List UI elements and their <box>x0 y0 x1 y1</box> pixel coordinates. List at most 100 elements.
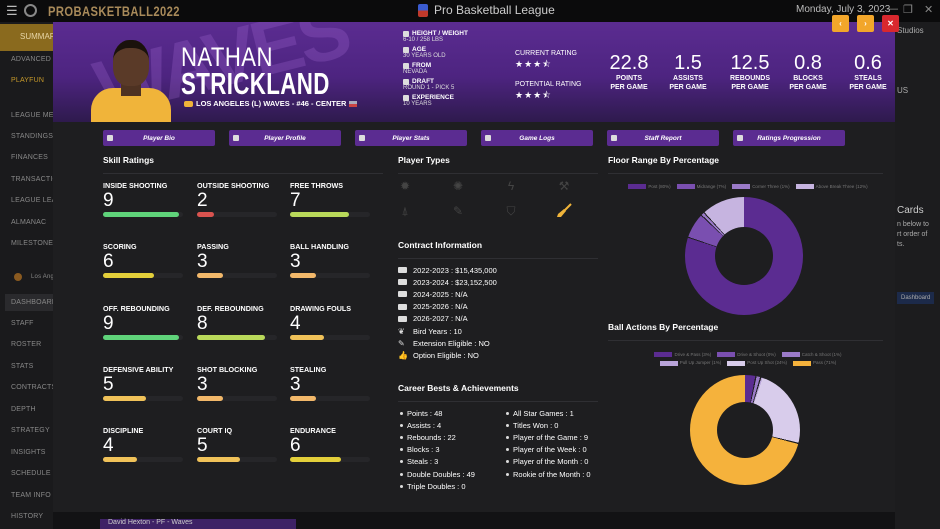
globe-icon[interactable] <box>24 4 37 17</box>
floor-range-title: Floor Range By Percentage <box>608 155 720 165</box>
sidebar-team-name[interactable]: Los Angeles <box>31 274 66 280</box>
feather-icon: ❦ <box>398 326 405 336</box>
sidebar-item-league-leaders[interactable]: LEAGUE LEADERS <box>11 197 77 204</box>
legend-item[interactable]: Above Break Three (12%) <box>795 184 868 190</box>
sidebar-item-strategy[interactable]: STRATEGY <box>11 427 50 434</box>
sidebar-item-transactions[interactable]: TRANSACTIONS <box>11 176 69 183</box>
bio-label: DRAFT <box>412 78 435 85</box>
legend-label: Drive & Shoot (0%) <box>737 352 776 357</box>
legend-label: Corner Three (1%) <box>752 184 790 189</box>
skill-ball-handling: BALL HANDLING 3 <box>290 242 370 278</box>
legend-item[interactable]: Post Up Shot (24%) <box>727 360 787 366</box>
sidebar-item-finances[interactable]: FINANCES <box>11 154 48 161</box>
player-tabs: Player Bio Player Profile Player Stats G… <box>103 130 845 146</box>
legend-item[interactable]: Pull Up Jumper (1%) <box>659 360 722 366</box>
sidebar-item-contracts[interactable]: CONTRACTS <box>11 384 57 391</box>
summary-label: SUMMARY <box>20 32 61 41</box>
sidebar-item-stats[interactable]: STATS <box>11 363 34 370</box>
bell-icon[interactable]: ⍋ <box>401 204 409 218</box>
stat-label: PER GAME <box>789 84 827 91</box>
skill-name: DEFENSIVE ABILITY <box>103 365 174 374</box>
previous-player-button[interactable]: ‹ <box>832 15 849 32</box>
bug-icon[interactable]: ✹ <box>399 179 411 193</box>
sidebar-item-playfun[interactable]: PLAYFUN <box>11 77 45 84</box>
maximize-button[interactable]: ❐ <box>903 4 913 16</box>
legend-item[interactable]: Pass (71%) <box>793 360 836 366</box>
extension-eligible: ✎ Extension Eligible : NO <box>398 337 497 349</box>
hamburger-menu-icon[interactable]: ☰ <box>6 3 18 18</box>
contract-year: 2022-2023 : $15,435,000 <box>398 264 497 276</box>
career-title: Career Bests & Achievements <box>398 383 519 393</box>
close-modal-button[interactable]: ✕ <box>882 15 899 32</box>
tab-game-logs[interactable]: Game Logs <box>481 130 593 146</box>
legend-label: Pull Up Jumper (1%) <box>679 360 722 366</box>
lightning-icon[interactable]: ϟ <box>507 179 515 193</box>
sidebar-item-almanac[interactable]: ALMANAC <box>11 219 47 226</box>
sidebar-item-staff[interactable]: STAFF <box>11 320 34 327</box>
gear-icon[interactable]: ✺ <box>452 179 464 193</box>
stat-label: STEALS <box>854 75 882 82</box>
sidebar-item-dashboard[interactable]: DASHBOARD <box>5 294 57 311</box>
skill-off-rebounding: OFF. REBOUNDING 9 <box>103 304 183 340</box>
comment-icon <box>611 135 617 141</box>
tab-staff-report[interactable]: Staff Report <box>607 130 719 146</box>
bio-value: 30 YEARS OLD <box>403 53 446 59</box>
sidebar-item-advanced[interactable]: ADVANCED <box>11 56 51 63</box>
skill-endurance: ENDURANCE 6 <box>290 426 370 462</box>
legend-item[interactable]: Drive & Pass (3%) <box>654 352 711 358</box>
bottom-player-bar[interactable]: David Hexton - PF - Waves <box>100 519 296 529</box>
tab-player-stats[interactable]: Player Stats <box>355 130 467 146</box>
tab-player-profile[interactable]: Player Profile <box>229 130 341 146</box>
contract-year: 2023-2024 : $23,152,500 <box>398 276 497 288</box>
legend-item[interactable]: Midrange (7%) <box>676 184 727 190</box>
window-close-button[interactable]: ✕ <box>924 4 934 16</box>
sidebar-item-insights[interactable]: INSIGHTS <box>11 449 46 456</box>
sidebar-item-history[interactable]: HISTORY <box>11 513 44 520</box>
shield-icon[interactable]: ⛉ <box>506 204 516 218</box>
cards-text-line: rt order of <box>897 231 928 238</box>
sidebar-item-standings[interactable]: STANDINGS <box>11 133 54 140</box>
hammer-icon[interactable]: ⚒ <box>558 179 570 193</box>
divider <box>103 173 383 174</box>
blocks-per-game: 0.8 BLOCKS PER GAME <box>778 52 838 92</box>
bottom-player-text: David Hexton - PF - Waves <box>108 519 193 526</box>
minimize-button[interactable]: — <box>887 3 898 15</box>
bio-value: 6-10 / 258 LBS <box>403 37 444 43</box>
legend-item[interactable]: Corner Three (1%) <box>732 184 790 190</box>
sidebar-item-roster[interactable]: ROSTER <box>11 341 42 348</box>
tab-ratings-progression[interactable]: Ratings Progression <box>733 130 845 146</box>
next-player-button[interactable]: › <box>857 15 874 32</box>
skill-name: COURT IQ <box>197 426 233 435</box>
sidebar-item-milestones[interactable]: MILESTONES <box>11 240 58 247</box>
sidebar-item-team-info[interactable]: TEAM INFO <box>11 492 51 499</box>
dashboard-button[interactable]: Dashboard <box>897 292 935 304</box>
legend-label: Midrange (7%) <box>696 184 727 189</box>
career-item: Double Doubles : 49 <box>400 468 475 480</box>
sidebar-item-league-media[interactable]: LEAGUE MEDIA <box>11 112 66 119</box>
career-item: Blocks : 3 <box>400 444 475 456</box>
sidebar-item-depth[interactable]: DEPTH <box>11 406 36 413</box>
legend-item[interactable]: Catch & Shoot (1%) <box>781 352 842 358</box>
money-icon <box>398 291 407 298</box>
divider <box>398 173 598 174</box>
stat-label: ASSISTS <box>673 75 703 82</box>
league-name: Pro Basketball League <box>418 3 555 17</box>
divider <box>398 401 598 402</box>
chart-icon <box>359 135 365 141</box>
stat-label: PER GAME <box>669 84 707 91</box>
tab-player-bio[interactable]: Player Bio <box>103 130 215 146</box>
legend-item[interactable]: Drive & Shoot (0%) <box>717 352 776 358</box>
broom-icon[interactable] <box>556 203 572 219</box>
skill-name: SCORING <box>103 242 137 251</box>
tab-label: Game Logs <box>519 134 555 142</box>
sidebar-item-schedule[interactable]: SCHEDULE <box>11 470 51 477</box>
money-icon <box>398 315 407 322</box>
wand-icon[interactable]: ✎ <box>452 204 464 218</box>
legend-item[interactable]: Post (80%) <box>628 184 671 190</box>
player-ratings: CURRENT RATING ★★★⯪ POTENTIAL RATING ★★★… <box>515 50 582 112</box>
skill-value: 6 <box>290 435 301 456</box>
skill-defensive-ability: DEFENSIVE ABILITY 5 <box>103 365 183 401</box>
studios-label: Studios <box>897 26 924 35</box>
stat-value: 0.6 <box>854 52 882 74</box>
contract-text: 2023-2024 : $23,152,500 <box>413 277 497 287</box>
